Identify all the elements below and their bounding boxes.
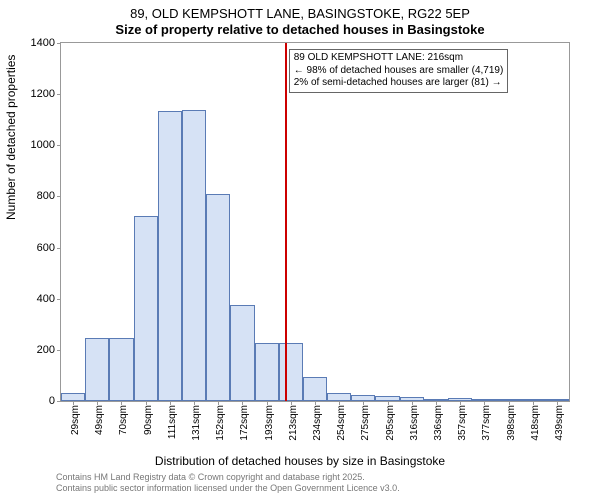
ytick-label: 1200 [31, 88, 55, 100]
bar [61, 393, 85, 401]
xtick-label: 29sqm [70, 405, 81, 435]
credit-line-1: Contains HM Land Registry data © Crown c… [56, 472, 400, 483]
bar [303, 377, 327, 401]
xtick-label: 439sqm [554, 405, 565, 441]
annotation-line: 89 OLD KEMPSHOTT LANE: 216sqm [294, 52, 504, 65]
bar [327, 393, 351, 401]
annotation-line: 2% of semi-detached houses are larger (8… [294, 77, 504, 90]
ytick-mark [57, 196, 61, 197]
xtick-label: 377sqm [481, 405, 492, 441]
ytick-label: 800 [37, 190, 55, 202]
ytick-mark [57, 401, 61, 402]
ytick-label: 400 [37, 293, 55, 305]
xtick-label: 316sqm [409, 405, 420, 441]
chart-title-main: 89, OLD KEMPSHOTT LANE, BASINGSTOKE, RG2… [0, 0, 600, 22]
ytick-label: 1400 [31, 37, 55, 49]
ytick-mark [57, 43, 61, 44]
xtick-label: 70sqm [118, 405, 129, 435]
ytick-mark [57, 350, 61, 351]
chart-title-sub: Size of property relative to detached ho… [0, 22, 600, 42]
chart-container: 89, OLD KEMPSHOTT LANE, BASINGSTOKE, RG2… [0, 0, 600, 500]
xtick-label: 152sqm [215, 405, 226, 441]
xtick-label: 172sqm [239, 405, 250, 441]
xtick-label: 398sqm [506, 405, 517, 441]
bar [279, 343, 303, 401]
xtick-label: 193sqm [264, 405, 275, 441]
ytick-label: 600 [37, 242, 55, 254]
ytick-mark [57, 94, 61, 95]
x-axis-label: Distribution of detached houses by size … [0, 454, 600, 468]
xtick-label: 131sqm [191, 405, 202, 441]
xtick-label: 213sqm [288, 405, 299, 441]
bar [109, 338, 133, 401]
xtick-label: 254sqm [336, 405, 347, 441]
xtick-label: 49sqm [94, 405, 105, 435]
bar [182, 110, 206, 402]
credit-line-2: Contains public sector information licen… [56, 483, 400, 494]
xtick-label: 111sqm [167, 405, 178, 439]
ytick-mark [57, 299, 61, 300]
xtick-label: 295sqm [385, 405, 396, 441]
reference-line [285, 43, 287, 401]
xtick-label: 90sqm [143, 405, 154, 435]
bar [230, 305, 254, 401]
xtick-label: 275sqm [360, 405, 371, 441]
ytick-label: 0 [49, 395, 55, 407]
y-axis-label: Number of detached properties [4, 55, 18, 220]
ytick-label: 1000 [31, 139, 55, 151]
bar [134, 216, 158, 401]
ytick-mark [57, 248, 61, 249]
credits-block: Contains HM Land Registry data © Crown c… [56, 472, 400, 494]
bar [206, 194, 230, 401]
annotation-line: ← 98% of detached houses are smaller (4,… [294, 65, 504, 78]
annotation-box: 89 OLD KEMPSHOTT LANE: 216sqm← 98% of de… [289, 49, 509, 93]
bar [255, 343, 279, 401]
plot-area: 89 OLD KEMPSHOTT LANE: 216sqm← 98% of de… [60, 42, 570, 402]
xtick-label: 357sqm [457, 405, 468, 441]
ytick-label: 200 [37, 344, 55, 356]
xtick-label: 234sqm [312, 405, 323, 441]
xtick-label: 336sqm [433, 405, 444, 441]
bar [85, 338, 109, 401]
bar [158, 111, 182, 401]
xtick-label: 418sqm [530, 405, 541, 441]
ytick-mark [57, 145, 61, 146]
bars-group [61, 43, 569, 401]
